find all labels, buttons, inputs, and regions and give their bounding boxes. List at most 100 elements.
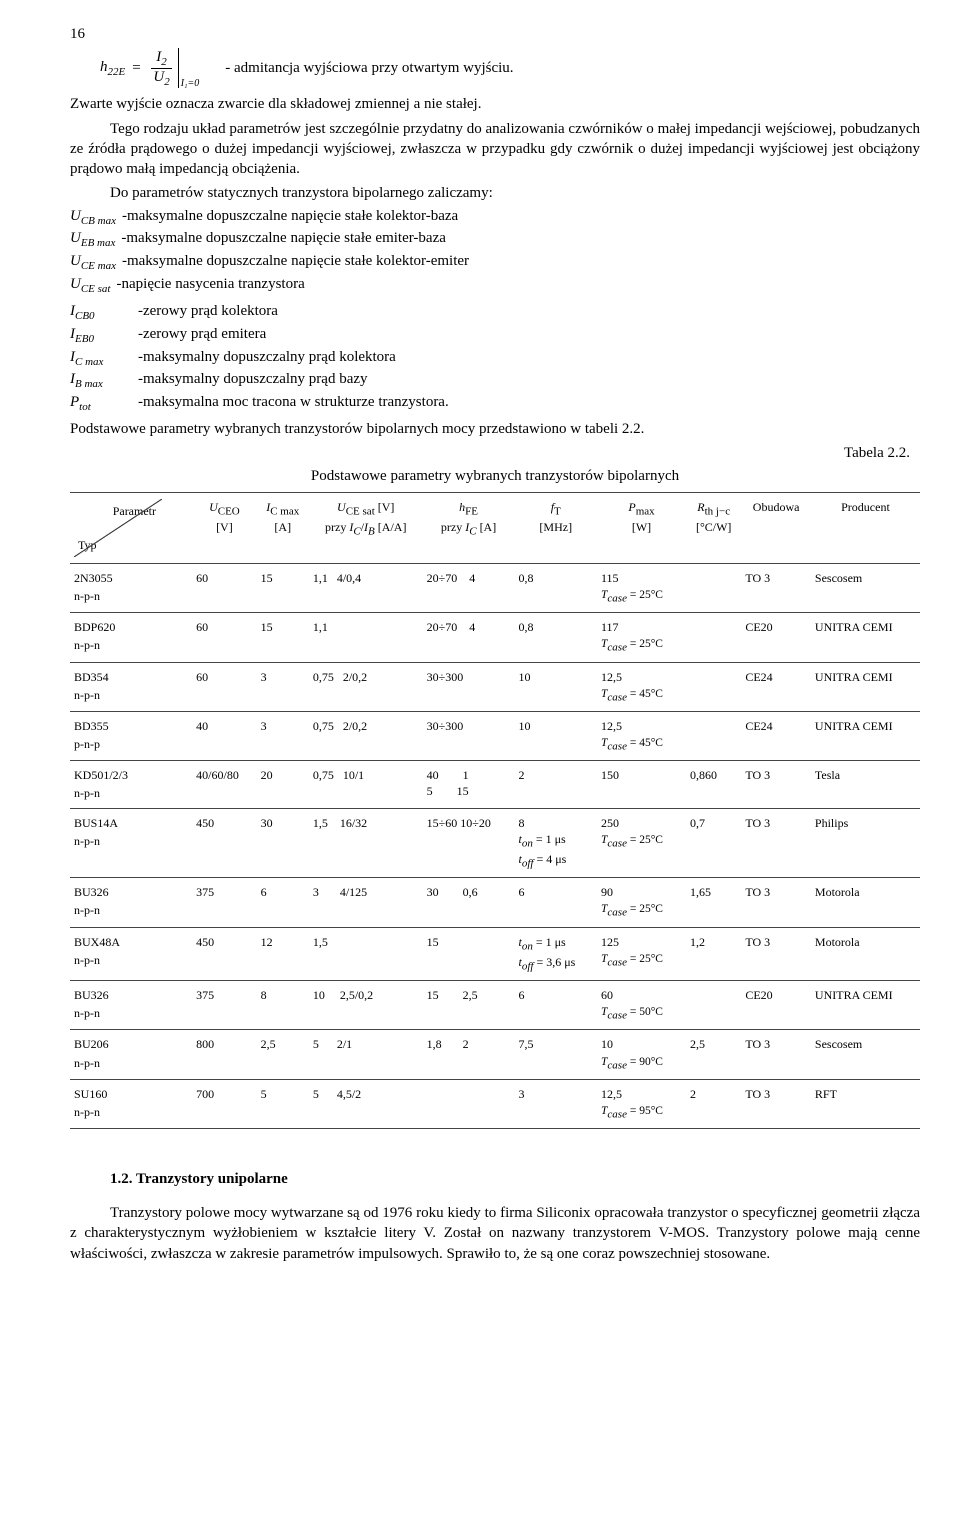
table-row: BDP620n-p-n60151,120÷70 40,8117Tcase = 2… [70,613,920,662]
table-cell [686,563,741,612]
table-cell: CE20 [741,613,811,662]
table-cell: 2 [514,761,597,808]
table-title: Podstawowe parametry wybranych tranzysto… [70,466,920,486]
table-cell: BUS14An-p-n [70,808,192,878]
table-cell: 6 [514,878,597,927]
table-cell: 7,5 [514,1030,597,1079]
table-cell: TO 3 [741,1030,811,1079]
table-cell: TO 3 [741,927,811,980]
table-cell: 10 [514,711,597,760]
table-cell: 60 [192,662,256,711]
table-cell: 5 [257,1079,309,1128]
table-column-header: UCE sat [V]przy IC/IB [A/A] [309,492,423,563]
table-cell: 12,5Tcase = 45°C [597,711,686,760]
table-cell: TO 3 [741,878,811,927]
table-cell: 30÷300 [423,662,515,711]
equation: h22E = I2 U2 I₁=0 [100,48,197,88]
table-cell: 10 [514,662,597,711]
table-cell: SU160n-p-n [70,1079,192,1128]
table-cell [686,980,741,1029]
table-cell: BD355p-n-p [70,711,192,760]
table-cell: 6 [257,878,309,927]
table-cell: 5 2/1 [309,1030,423,1079]
table-cell: 1,8 2 [423,1030,515,1079]
table-cell [423,1079,515,1128]
table-cell: 60 [192,613,256,662]
param-symbol: UCE sat [70,274,111,297]
param-symbol: Ptot [70,392,132,415]
table-cell: 12 [257,927,309,980]
table-cell: Sescosem [811,563,920,612]
diag-header: Parametr Typ [70,492,192,563]
param-symbol: UCB max [70,206,116,229]
table-row: BU206n-p-n8002,55 2/11,8 27,510Tcase = 9… [70,1030,920,1079]
table-cell: 450 [192,927,256,980]
table-cell: Motorola [811,927,920,980]
diag-top: Parametr [113,503,156,519]
paragraph-4: Podstawowe parametry wybranych tranzysto… [70,419,920,439]
param-desc: -zerowy prąd kolektora [138,301,278,324]
table-cell: 90Tcase = 25°C [597,878,686,927]
table-cell: 15 [423,927,515,980]
table-cell: UNITRA CEMI [811,662,920,711]
table-cell: Motorola [811,878,920,927]
page-number: 16 [70,24,920,44]
param-row: ICB0 -zerowy prąd kolektora [70,301,920,324]
table-cell: 1,2 [686,927,741,980]
table-cell: 8 [257,980,309,1029]
param-desc: -maksymalne dopuszczalne napięcie stałe … [122,206,458,229]
table-row: BU326n-p-n37563 4/12530 0,6690Tcase = 25… [70,878,920,927]
table-cell: BDP620n-p-n [70,613,192,662]
table-cell: 0,75 10/1 [309,761,423,808]
paragraph-5: Tranzystory polowe mocy wytwarzane są od… [70,1203,920,1264]
param-desc: -maksymalny dopuszczalny prąd bazy [138,369,368,392]
section-1-2-heading: 1.2. Tranzystory unipolarne [70,1169,920,1189]
table-cell: UNITRA CEMI [811,613,920,662]
table-row: BUS14An-p-n450301,5 16/3215÷60 10÷208ton… [70,808,920,878]
table-cell: 0,7 [686,808,741,878]
table-row: BUX48An-p-n450121,515ton = 1 μstoff = 3,… [70,927,920,980]
diag-bot: Typ [78,537,97,553]
table-cell: 2,5 [686,1030,741,1079]
table-column-header: Producent [811,492,920,563]
table-cell: BD354n-p-n [70,662,192,711]
table-cell: TO 3 [741,808,811,878]
table-cell: BU326n-p-n [70,980,192,1029]
param-symbol: IB max [70,369,132,392]
paragraph-2: Tego rodzaju układ parametrów jest szcze… [70,119,920,180]
table-cell: 800 [192,1030,256,1079]
table-cell: 15 [257,613,309,662]
table-cell: 1,5 [309,927,423,980]
table-cell: 1,1 4/0,4 [309,563,423,612]
param-symbol: ICB0 [70,301,132,324]
table-row: SU160n-p-n70055 4,5/2312,5Tcase = 95°C2T… [70,1079,920,1128]
eq-description: - admitancja wyjściowa przy otwartym wyj… [225,58,513,78]
table-row: 2N3055n-p-n60151,1 4/0,420÷70 40,8115Tca… [70,563,920,612]
param-symbol: IEB0 [70,324,132,347]
table-column-header: IC max[A] [257,492,309,563]
table-column-header: Rth j−c[°C/W] [686,492,741,563]
table-cell: Philips [811,808,920,878]
table-cell: 12,5Tcase = 95°C [597,1079,686,1128]
param-list-a: UCB max -maksymalne dopuszczalne napięci… [70,206,920,297]
table-cell: Tesla [811,761,920,808]
param-row: UCE max -maksymalne dopuszczalne napięci… [70,251,920,274]
param-list-b: ICB0 -zerowy prąd kolektoraIEB0 -zerowy pr… [70,301,920,415]
table-cell: CE20 [741,980,811,1029]
parameters-table: Parametr Typ UCEO[V]IC max[A]UCE sat [V]… [70,492,920,1129]
param-symbol: IC max [70,347,132,370]
table-cell: 1,1 [309,613,423,662]
table-cell: UNITRA CEMI [811,711,920,760]
table-row: BD355p-n-p4030,75 2/0,230÷3001012,5Tcase… [70,711,920,760]
table-cell: 0,8 [514,563,597,612]
table-cell: CE24 [741,711,811,760]
table-cell: 3 4/125 [309,878,423,927]
table-cell: 8ton = 1 μstoff = 4 μs [514,808,597,878]
table-cell: 2N3055n-p-n [70,563,192,612]
table-cell: UNITRA CEMI [811,980,920,1029]
table-cell: 0,860 [686,761,741,808]
table-cell: 700 [192,1079,256,1128]
table-cell: 6 [514,980,597,1029]
table-cell: 375 [192,878,256,927]
table-cell: BUX48An-p-n [70,927,192,980]
